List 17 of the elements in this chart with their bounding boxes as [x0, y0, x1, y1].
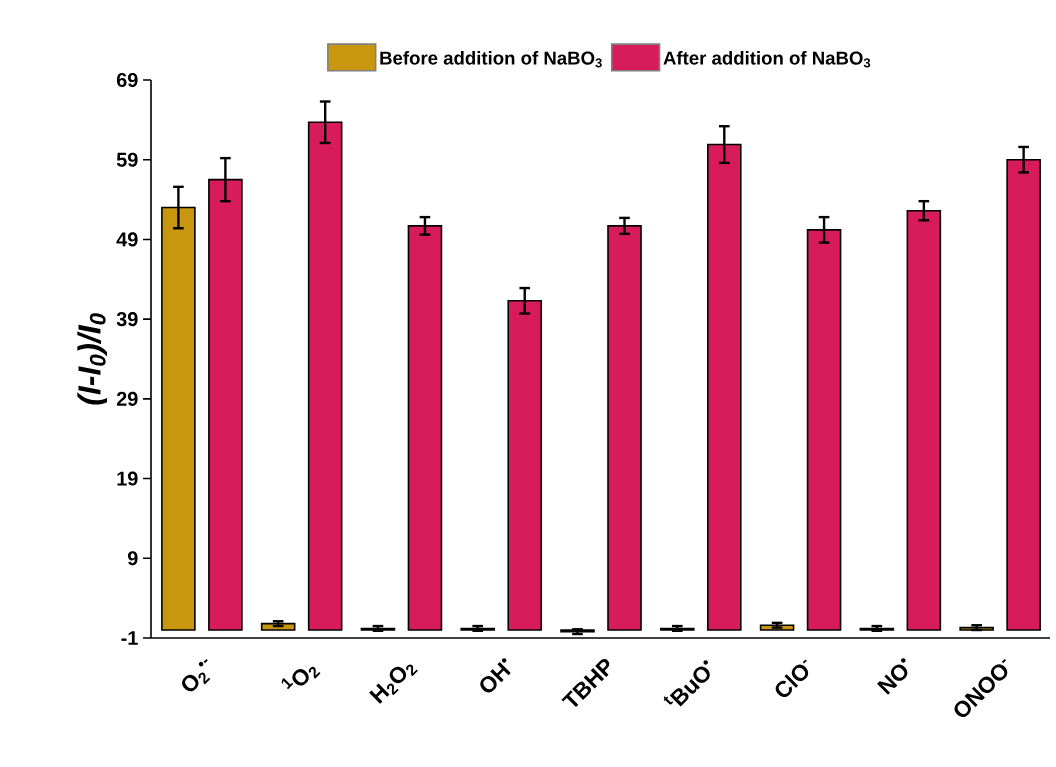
y-tick-label: 39	[116, 312, 138, 327]
x-tick-label: H$_{2}$O$_{2}$	[369, 664, 418, 704]
legend-label: After addition of NaBO$_{3}$	[663, 51, 871, 68]
x-tick-label: NO$^{•}$	[877, 658, 908, 695]
legend-label: Before addition of NaBO$_{3}$	[380, 51, 602, 68]
y-tick-label: 59	[116, 152, 138, 167]
y-tick-label: 69	[116, 72, 138, 88]
x-tick-label: OH$^{•}$	[480, 658, 511, 693]
x-tick-label: O$_{2}$•-	[182, 659, 211, 692]
y-axis-title: (I-I$_{0}$)/I$_{0}$	[77, 313, 108, 405]
y-tick-label: -1	[121, 631, 138, 645]
y-tick-label: 49	[116, 232, 138, 247]
x-tick-label: $^{1}$O$_{2}$	[281, 666, 321, 690]
y-tick-label: 29	[116, 391, 138, 406]
y-tick-label: 19	[117, 471, 138, 486]
x-tick-label: ClO$^{-}$	[775, 659, 809, 698]
y-tick-label: 9	[127, 551, 138, 566]
